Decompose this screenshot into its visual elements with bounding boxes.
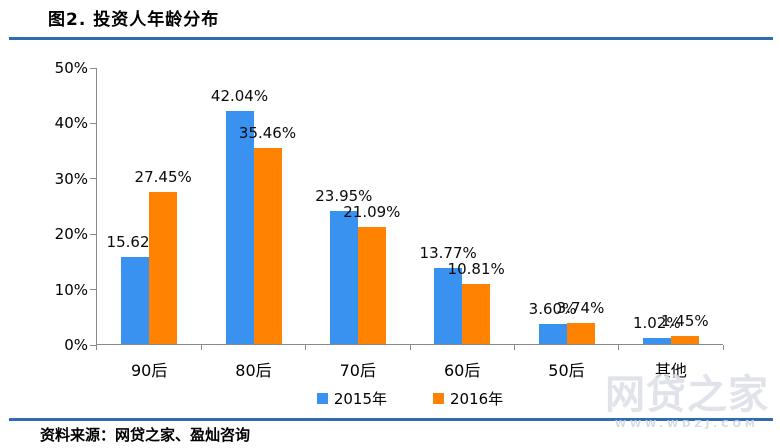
- legend-swatch-icon: [316, 393, 328, 404]
- legend-item-2016年: 2016年: [433, 388, 503, 409]
- y-axis-label: 40%: [54, 114, 88, 133]
- bar-2015年-其他: [642, 338, 671, 344]
- chart-title: 图2. 投资人年龄分布: [48, 10, 220, 30]
- x-axis-tick: [305, 345, 307, 350]
- y-axis-tick: [90, 344, 96, 346]
- bar-2016年-50后: [566, 323, 595, 344]
- y-axis-tick: [90, 233, 96, 235]
- x-category-label: 70后: [339, 361, 376, 380]
- bar-2016年-70后: [357, 227, 386, 344]
- y-axis-tick: [90, 178, 96, 180]
- legend-label: 2015年: [333, 390, 387, 408]
- bar-2016年-其他: [670, 335, 699, 344]
- bar-value-label: 13.77%: [419, 243, 477, 262]
- bar-2015年-90后: [121, 257, 150, 344]
- x-category-label: 其他: [654, 361, 687, 380]
- bar-2015年-70后: [329, 211, 358, 344]
- bar-value-label: 27.45%: [134, 167, 192, 186]
- y-axis-label: 10%: [54, 280, 88, 299]
- y-axis-line: [96, 68, 97, 345]
- x-category-label: 80后: [235, 361, 272, 380]
- bar-2015年-80后: [225, 111, 254, 344]
- x-category-label: 90后: [130, 361, 168, 380]
- x-category-label: 60后: [443, 361, 481, 380]
- x-axis-line: [96, 344, 723, 345]
- bar-value-label: 23.95%: [315, 187, 373, 206]
- legend-item-2015年: 2015年: [316, 388, 387, 409]
- y-axis-label: 50%: [54, 59, 88, 77]
- bar-value-label: 3.60%: [528, 300, 577, 319]
- plot-area: 0% 10% 20% 30% 40% 50% 15.62% 42.04% 23.95% 13.77…: [55, 59, 724, 380]
- y-axis-tick: [90, 67, 96, 69]
- chart-legend: 2015年 2016年: [97, 388, 723, 409]
- bar-2016年-60后: [462, 284, 491, 344]
- x-axis-tick: [96, 345, 97, 350]
- bar-value-label: 10.81%: [447, 260, 505, 279]
- y-axis-tick: [90, 289, 96, 291]
- bar-value-label: 1.45%: [661, 311, 709, 330]
- x-axis-tick: [409, 345, 411, 350]
- x-axis-tick: [513, 345, 515, 350]
- bar-value-label: 42.04%: [210, 87, 269, 106]
- source-note: 资料来源：网贷之家、盈灿咨询: [40, 426, 251, 444]
- legend-swatch-icon: [433, 393, 444, 404]
- x-axis-tick: [722, 345, 724, 350]
- x-category-label: 50后: [548, 361, 585, 380]
- x-axis-tick: [200, 345, 202, 350]
- bar-2015年-60后: [434, 267, 463, 344]
- x-axis-tick: [618, 345, 620, 350]
- legend-label: 2016年: [450, 390, 504, 408]
- bar-2016年-80后: [253, 147, 282, 344]
- bottom-divider-line: [9, 418, 773, 421]
- y-axis-label: 30%: [54, 169, 88, 188]
- bar-value-label: 21.09%: [343, 203, 401, 222]
- bar-value-label: 1.02%: [633, 314, 681, 333]
- y-axis-label: 0%: [64, 336, 88, 354]
- y-axis-label: 20%: [54, 225, 88, 244]
- top-divider-line: [9, 37, 773, 40]
- y-axis-tick: [90, 122, 96, 124]
- bar-2016年-90后: [149, 191, 178, 344]
- bar-2015年-50后: [538, 324, 567, 344]
- bar-value-label: 35.46%: [238, 123, 297, 142]
- bar-value-label: 3.74%: [556, 299, 605, 318]
